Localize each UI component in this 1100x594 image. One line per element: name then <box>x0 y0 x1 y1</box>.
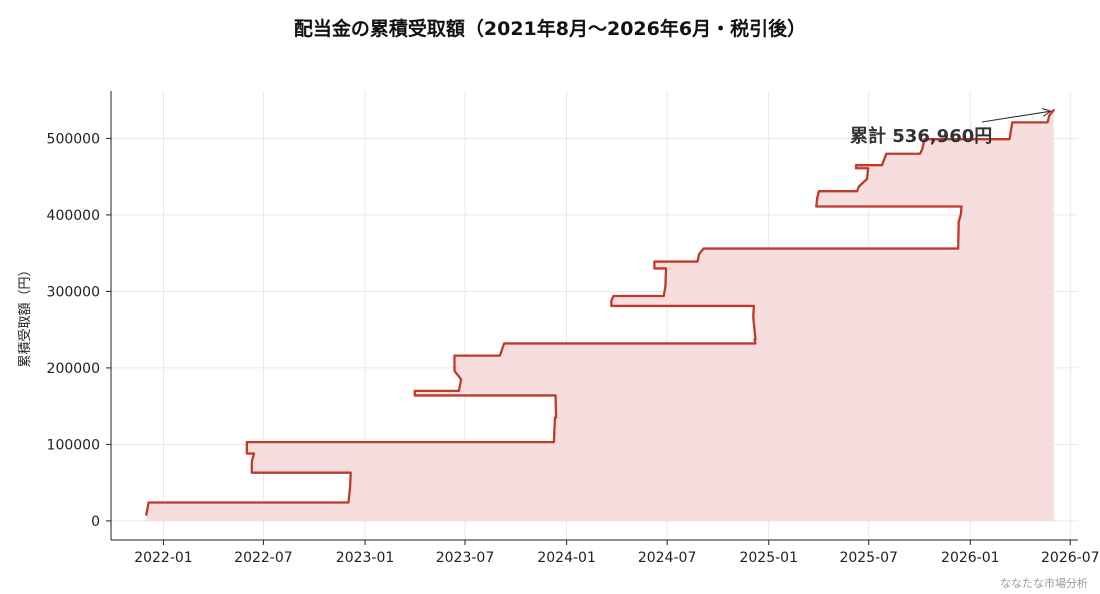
chart-title: 配当金の累積受取額（2021年8月〜2026年6月・税引後） <box>293 18 807 40</box>
annotation-arrowhead <box>1041 108 1052 117</box>
x-tick-label: 2023-01 <box>336 550 395 566</box>
x-tick-label: 2023-07 <box>436 550 495 566</box>
axes <box>106 91 1078 545</box>
x-tick-label: 2024-01 <box>537 550 596 566</box>
y-tick-label: 100000 <box>47 437 100 453</box>
labels: 2022-01 2022-07 2023-01 2023-07 2024-01 2024-… <box>18 108 1100 566</box>
x-tick-label: 2025-07 <box>839 550 898 566</box>
series-line <box>145 109 1055 516</box>
x-tick-label: 2022-07 <box>234 550 293 566</box>
series-line-path <box>145 109 1055 516</box>
area-fill-path <box>146 110 1054 521</box>
annotation-label: 累計 536,960円 <box>850 125 992 147</box>
x-tick-label: 2026-07 <box>1041 550 1100 566</box>
y-axis-label: 累積受取額（円） <box>18 263 33 367</box>
annotation-arrow <box>981 110 1051 123</box>
watermark: ななたな市場分析 <box>1000 577 1088 590</box>
y-tick-label: 300000 <box>47 284 100 300</box>
area-fill <box>146 110 1054 521</box>
x-tick-label: 2025-01 <box>739 550 798 566</box>
x-tick-label: 2026-01 <box>941 550 1000 566</box>
y-tick-label: 500000 <box>47 131 100 147</box>
x-tick-label: 2022-01 <box>134 550 193 566</box>
y-tick-label: 400000 <box>47 208 100 224</box>
x-tick-label: 2024-07 <box>638 550 697 566</box>
y-tick-label: 200000 <box>47 361 100 377</box>
y-tick-label: 0 <box>91 514 100 530</box>
